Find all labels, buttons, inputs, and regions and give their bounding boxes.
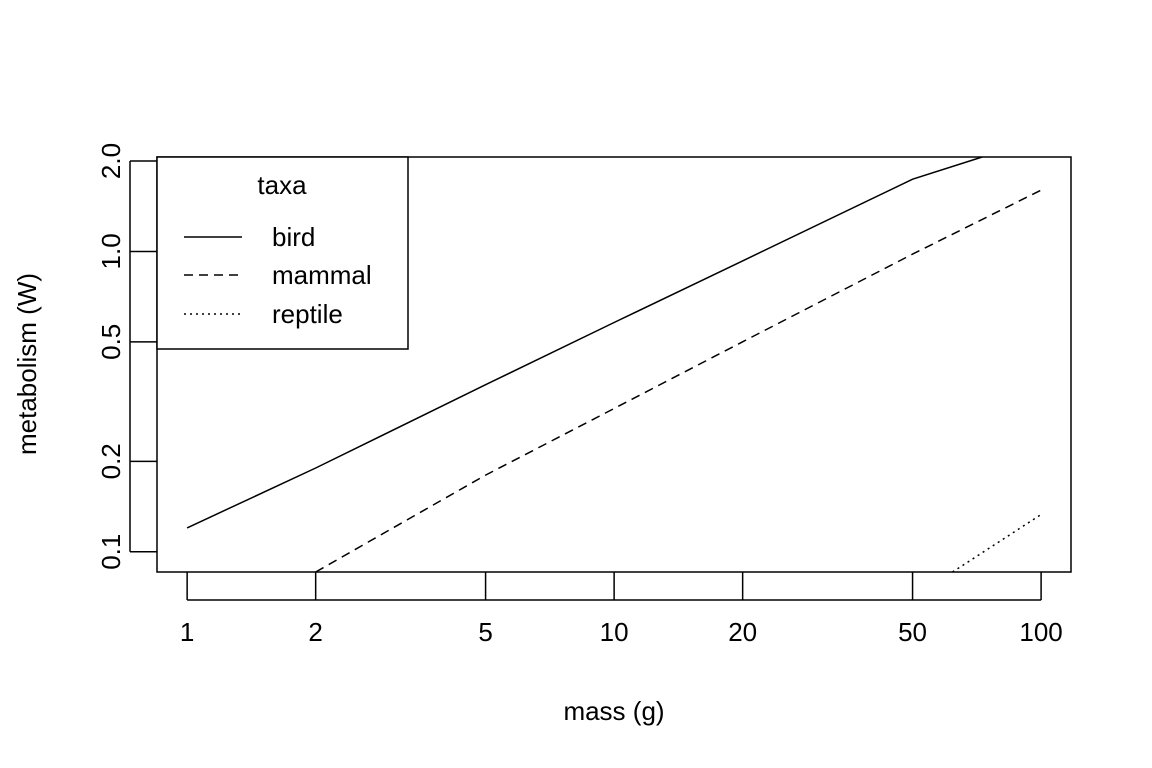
x-tick-label: 2	[308, 617, 322, 647]
x-tick-label: 10	[600, 617, 629, 647]
series-line-mammal	[315, 189, 1042, 573]
y-tick-label: 0.2	[96, 443, 126, 479]
legend: taxa bird mammal reptile	[156, 156, 409, 350]
x-tick-label: 100	[1019, 617, 1062, 647]
legend-label-reptile: reptile	[272, 299, 343, 329]
x-tick-label: 1	[180, 617, 194, 647]
legend-box	[156, 156, 409, 350]
y-tick-label: 1.0	[96, 233, 126, 269]
series-line-bird	[186, 156, 983, 529]
x-tick-label: 20	[728, 617, 757, 647]
y-tick-label: 0.5	[96, 324, 126, 360]
series-line-reptile	[952, 513, 1042, 573]
y-tick-label: 0.1	[96, 534, 126, 570]
y-axis: 0.1 0.2 0.5 1.0 2.0	[96, 143, 157, 570]
x-tick-label: 50	[898, 617, 927, 647]
legend-entries: bird mammal reptile	[184, 222, 372, 329]
x-axis: 1 2 5 10 20 50 100	[180, 572, 1063, 647]
y-axis-label: metabolism (W)	[12, 273, 42, 455]
series-layer	[186, 156, 1042, 573]
legend-label-bird: bird	[272, 222, 315, 252]
legend-label-mammal: mammal	[272, 260, 372, 290]
y-tick-label: 2.0	[96, 143, 126, 179]
legend-title: taxa	[257, 170, 307, 200]
x-tick-label: 5	[478, 617, 492, 647]
x-axis-label: mass (g)	[563, 696, 664, 726]
